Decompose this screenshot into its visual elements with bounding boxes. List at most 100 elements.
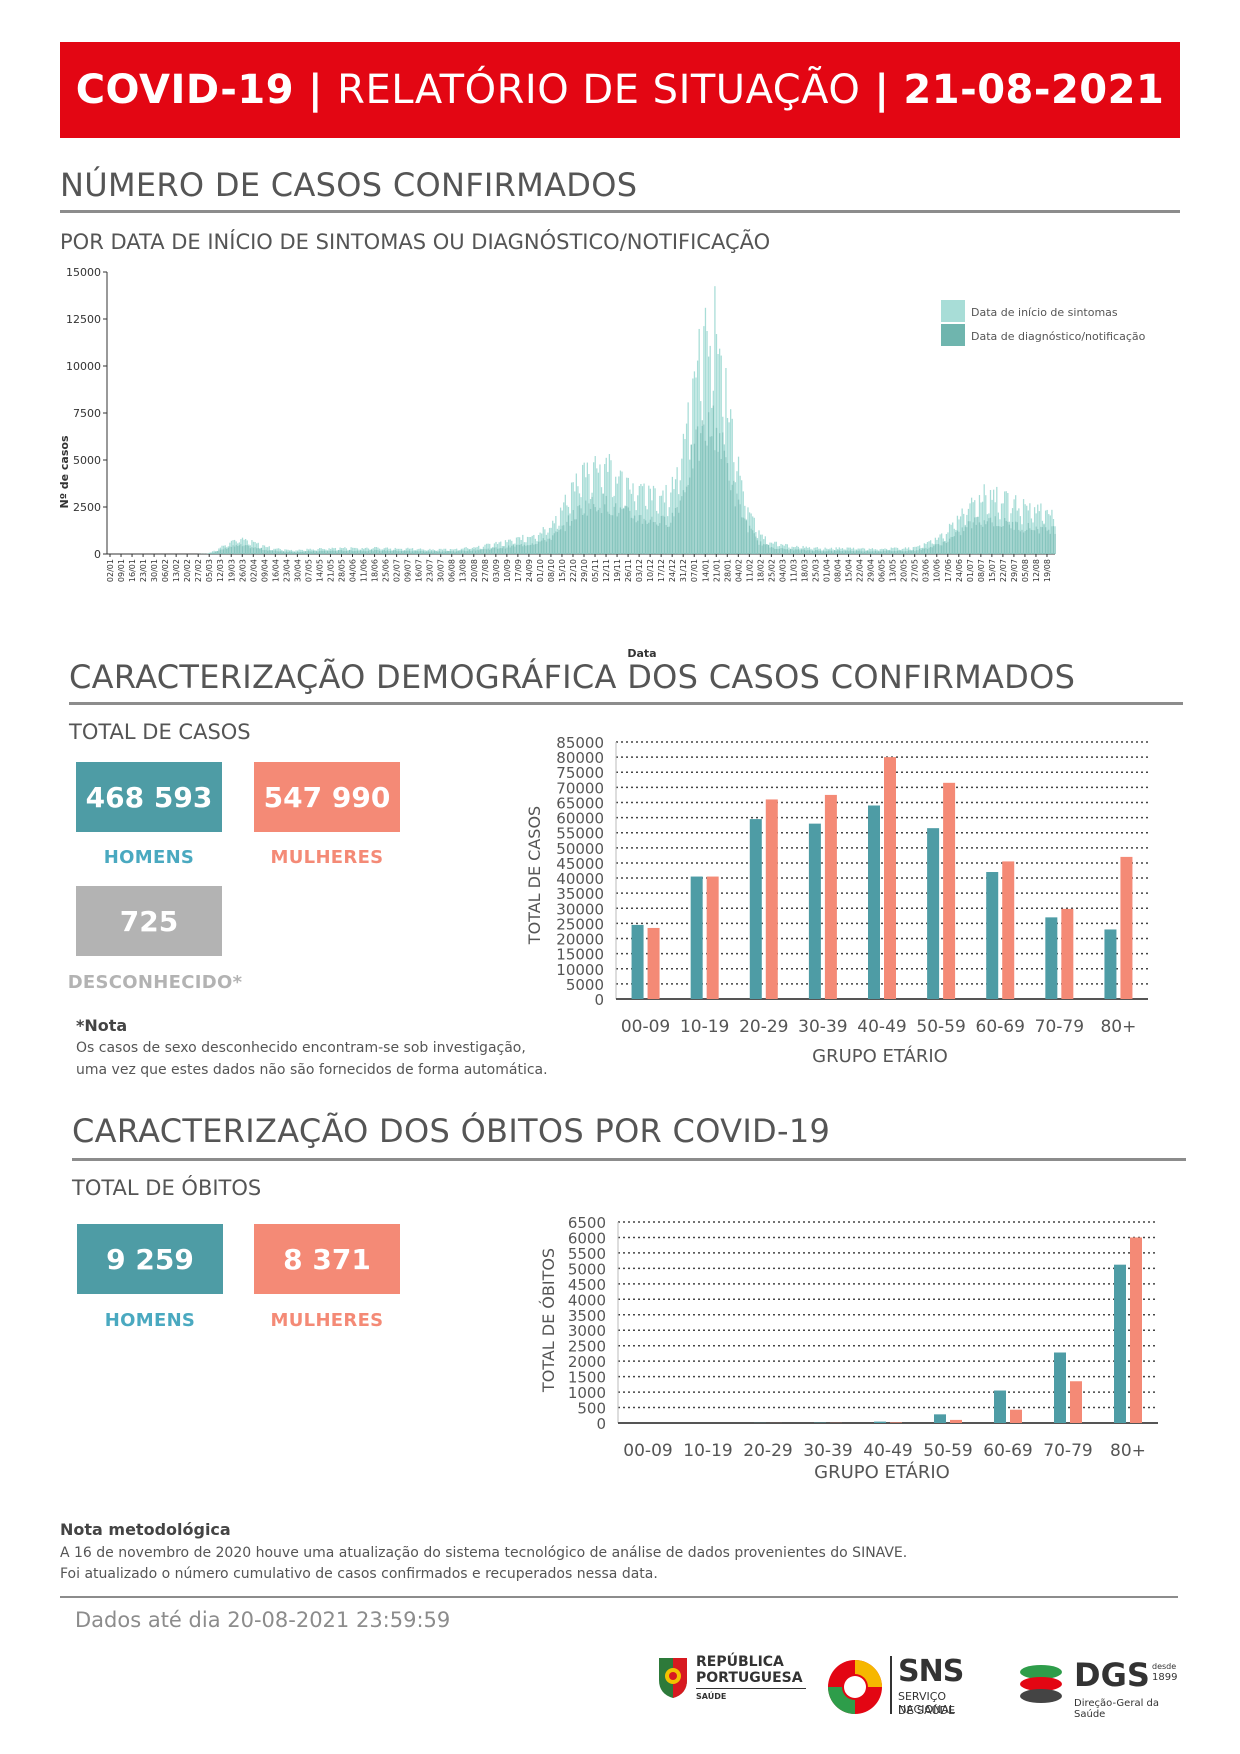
epi-bar-diagnosis — [786, 549, 788, 554]
epi-bar-diagnosis — [1007, 521, 1009, 554]
epi-bar-diagnosis — [997, 526, 1000, 554]
bar-women-40-49 — [884, 757, 896, 999]
epi-bar-diagnosis — [671, 512, 674, 554]
men-cases-label: HOMENS — [103, 847, 195, 868]
epi-x-tick-label: 12/08 — [1032, 559, 1041, 582]
epi-bar-diagnosis — [344, 550, 346, 554]
bar-men-30-39 — [808, 823, 821, 999]
epi-bar-diagnosis — [330, 551, 332, 554]
epi-bar-diagnosis — [416, 551, 418, 554]
deaths-section-divider — [72, 1158, 1186, 1161]
epi-bar-diagnosis — [1022, 532, 1025, 554]
epi-bar-diagnosis — [1008, 524, 1011, 554]
epi-bar-diagnosis — [794, 549, 796, 554]
epi-bar-diagnosis — [374, 549, 376, 554]
epi-bar-diagnosis — [873, 551, 875, 554]
y-tick-label: 40000 — [556, 870, 604, 888]
x-tick-label: 10-19 — [680, 1017, 729, 1037]
epi-bar-diagnosis — [660, 515, 663, 554]
epi-bar-diagnosis — [594, 507, 596, 554]
epi-bar-diagnosis — [763, 544, 765, 554]
epi-bar-diagnosis — [418, 551, 420, 554]
epi-bar-diagnosis — [775, 549, 777, 554]
epi-bar-diagnosis — [689, 477, 691, 554]
epi-bar-diagnosis — [777, 548, 779, 554]
epi-bar-diagnosis — [235, 544, 237, 554]
epi-bar-diagnosis — [608, 513, 611, 554]
x-tick-label: 80+ — [1110, 1441, 1146, 1461]
epi-bar-diagnosis — [613, 506, 615, 554]
epi-bar-diagnosis — [915, 550, 918, 554]
epi-bar-diagnosis — [523, 544, 526, 554]
epi-bar-diagnosis — [918, 548, 921, 554]
epi-bar-diagnosis — [778, 548, 781, 554]
epi-bar-diagnosis — [213, 552, 215, 554]
epi-bar-diagnosis — [415, 550, 417, 554]
epi-bar-diagnosis — [553, 533, 555, 554]
epi-bar-diagnosis — [667, 526, 669, 554]
epi-bar-diagnosis — [681, 496, 683, 554]
epi-bar-diagnosis — [586, 515, 588, 554]
epi-bar-diagnosis — [889, 550, 891, 554]
epi-bar-diagnosis — [731, 484, 733, 554]
epi-bar-diagnosis — [737, 499, 740, 554]
epi-bar-diagnosis — [254, 547, 256, 554]
epi-x-tick-label: 17/12 — [657, 559, 666, 582]
epi-bar-diagnosis — [826, 551, 828, 554]
epi-bar-diagnosis — [808, 550, 811, 554]
epi-bar-symptoms — [892, 548, 894, 554]
epi-bar-diagnosis — [952, 536, 954, 554]
bar-men-10-19 — [690, 876, 703, 999]
epi-bar-diagnosis — [920, 550, 922, 554]
header-separator-2: | — [874, 67, 890, 113]
epi-bar-diagnosis — [279, 551, 281, 554]
epi-bar-diagnosis — [789, 548, 792, 554]
y-tick-label: 3000 — [568, 1322, 606, 1340]
epi-bar-diagnosis — [685, 486, 688, 554]
epi-bar-diagnosis — [651, 516, 653, 554]
epi-bar-diagnosis — [531, 543, 533, 554]
epi-bar-diagnosis — [692, 468, 694, 554]
epi-bar-diagnosis — [1048, 529, 1050, 554]
epi-x-tick-label: 20/02 — [183, 559, 192, 582]
epi-bar-diagnosis — [903, 551, 905, 554]
epi-bar-symptoms — [211, 551, 214, 554]
epi-bar-diagnosis — [813, 551, 815, 554]
epi-x-tick-label: 05/08 — [1021, 559, 1030, 582]
epi-bar-diagnosis — [463, 550, 466, 554]
y-tick-label: 3500 — [568, 1307, 606, 1325]
epi-bar-diagnosis — [791, 549, 793, 554]
epi-x-tick-label: 23/07 — [426, 559, 435, 582]
epi-bar-symptoms — [454, 548, 456, 554]
epi-bar-diagnosis — [512, 545, 514, 554]
x-tick-label: 80+ — [1100, 1017, 1136, 1037]
epi-bar-diagnosis — [922, 548, 924, 554]
epi-bar-diagnosis — [347, 550, 349, 554]
epi-bar-diagnosis — [301, 551, 303, 554]
y-tick-label: 60000 — [556, 810, 604, 828]
epi-y-tick-label: 0 — [94, 548, 101, 561]
epi-bar-diagnosis — [492, 547, 494, 554]
epi-bar-diagnosis — [912, 549, 914, 554]
epi-y-tick-label: 5000 — [73, 454, 101, 467]
epi-x-tick-label: 06/05 — [878, 559, 887, 582]
epi-bar-diagnosis — [229, 546, 231, 554]
epi-bar-diagnosis — [407, 550, 409, 554]
epi-bar-diagnosis — [366, 551, 368, 554]
epi-bar-diagnosis — [355, 550, 357, 554]
epi-bar-symptoms — [608, 454, 611, 554]
epi-bar-diagnosis — [911, 550, 913, 554]
epi-bar-diagnosis — [556, 532, 559, 554]
epi-bar-symptoms — [564, 494, 566, 554]
men-deaths-box: 9 259 — [77, 1224, 223, 1294]
epi-bar-diagnosis — [969, 521, 971, 554]
epi-bar-symptoms — [704, 307, 707, 554]
epi-bar-symptoms — [863, 548, 866, 554]
women-deaths-box: 8 371 — [254, 1224, 400, 1294]
epi-bar-diagnosis — [868, 551, 870, 554]
unknown-cases-label: DESCONHECIDO* — [67, 972, 243, 993]
epi-x-tick-label: 14/05 — [315, 559, 324, 582]
epi-bar-symptoms — [983, 484, 985, 554]
epi-bar-diagnosis — [441, 551, 444, 554]
